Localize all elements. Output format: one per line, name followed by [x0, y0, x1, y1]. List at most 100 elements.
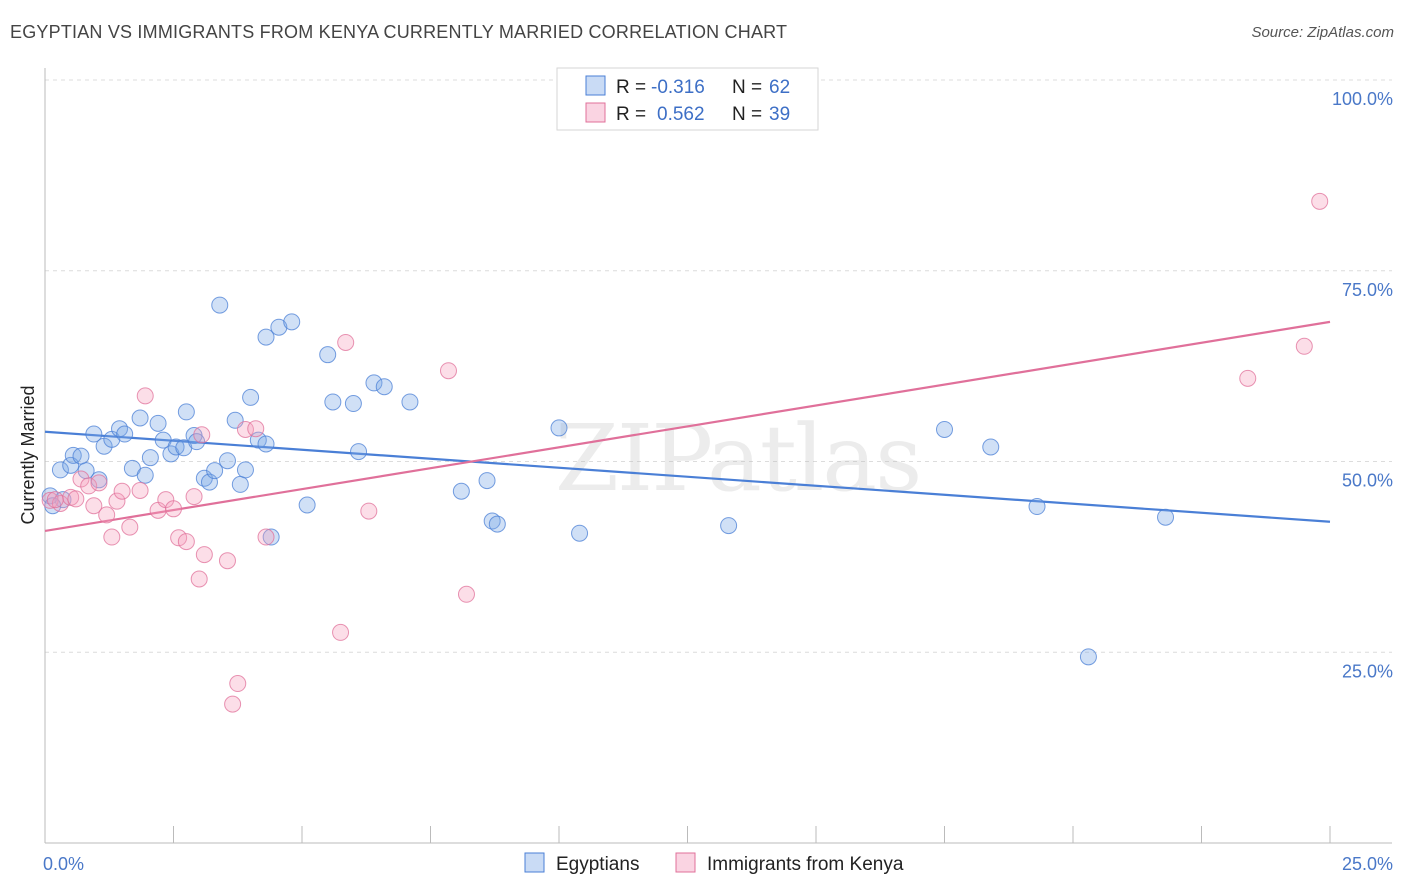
point-egyptians-14	[131, 409, 149, 427]
point-kenya-5	[80, 477, 98, 495]
point-kenya-11	[113, 482, 131, 500]
point-egyptians-44	[350, 443, 368, 461]
trend-lines	[44, 320, 1331, 533]
x-tick-labels: 0.0% 25.0%	[43, 854, 1393, 874]
point-egyptians-16	[141, 449, 159, 467]
bottom-legend-egyptians: Egyptians	[556, 854, 639, 875]
point-egyptians-48	[452, 482, 470, 500]
legend-n-value-1: 62	[769, 77, 790, 98]
point-egyptians-22	[177, 403, 195, 421]
legend-r-label-2: R =	[616, 104, 646, 125]
point-egyptians-35	[257, 435, 275, 453]
point-kenya-33	[457, 585, 475, 603]
point-kenya-13	[131, 481, 149, 499]
point-egyptians-45	[365, 374, 383, 392]
point-egyptians-42	[324, 393, 342, 411]
point-kenya-27	[247, 420, 265, 438]
point-kenya-28	[257, 528, 275, 546]
bottom-legend-swatch-egyptians	[524, 852, 545, 873]
point-kenya-32	[439, 362, 457, 380]
bottom-legend-swatch-kenya	[675, 852, 696, 873]
series-legend: Egyptians Immigrants from Kenya	[524, 852, 904, 875]
point-egyptians-56	[982, 438, 1000, 456]
point-egyptians-7	[85, 425, 103, 443]
y-tick-label-2: 75.0%	[1342, 280, 1393, 300]
source-label: Source: ZipAtlas.com	[1251, 24, 1394, 41]
point-egyptians-54	[720, 517, 738, 535]
point-egyptians-55	[936, 420, 953, 438]
point-egyptians-28	[211, 296, 229, 314]
point-kenya-10	[108, 492, 126, 510]
point-kenya-17	[165, 500, 182, 518]
point-egyptians-33	[242, 388, 260, 406]
point-egyptians-50	[483, 512, 501, 530]
point-kenya-30	[337, 333, 355, 351]
trend-line-kenya	[44, 320, 1331, 533]
point-kenya-34	[1239, 369, 1257, 387]
legend-r-value-1: -0.316	[651, 77, 705, 98]
legend-n-label-1: N =	[732, 77, 762, 98]
point-egyptians-49	[478, 472, 496, 490]
chart-title: EGYPTIAN VS IMMIGRANTS FROM KENYA CURREN…	[10, 22, 788, 42]
point-kenya-18	[170, 529, 188, 547]
point-egyptians-5	[72, 447, 90, 465]
legend-n-label-2: N =	[732, 104, 762, 125]
y-tick-label-0: 25.0%	[1342, 661, 1393, 681]
point-egyptians-31	[231, 475, 249, 493]
point-kenya-20	[185, 488, 203, 506]
point-kenya-31	[360, 502, 378, 520]
y-tick-labels: 25.0% 50.0% 75.0% 100.0%	[1332, 89, 1393, 681]
point-kenya-25	[229, 675, 247, 693]
legend-r-value-2: 0.562	[657, 104, 705, 125]
point-egyptians-39	[283, 313, 301, 331]
legend-n-value-2: 39	[769, 104, 790, 125]
point-kenya-23	[218, 552, 236, 570]
point-kenya-19	[177, 533, 195, 551]
point-kenya-24	[224, 695, 242, 713]
point-kenya-36	[1311, 192, 1329, 210]
point-kenya-35	[1295, 337, 1313, 355]
point-kenya-3	[67, 490, 85, 508]
point-egyptians-12	[116, 425, 134, 443]
point-kenya-38	[193, 426, 211, 444]
point-egyptians-27	[206, 462, 224, 480]
point-kenya-37	[46, 491, 64, 509]
point-egyptians-57	[1028, 498, 1046, 516]
grid-lines	[45, 79, 1392, 653]
point-egyptians-43	[344, 395, 362, 413]
point-egyptians-51	[488, 515, 506, 533]
legend-swatch-blue	[585, 75, 606, 96]
point-egyptians-38	[270, 318, 288, 336]
x-tick-label-0: 0.0%	[43, 854, 84, 874]
legend-swatch-pink	[585, 102, 606, 123]
point-egyptians-59	[1157, 508, 1175, 526]
x-tick-label-1: 25.0%	[1342, 854, 1393, 874]
trend-line-egyptians	[44, 430, 1331, 523]
point-egyptians-1	[51, 461, 69, 479]
point-egyptians-40	[298, 496, 316, 514]
point-egyptians-24	[188, 433, 206, 451]
point-egyptians-41	[319, 346, 337, 364]
point-egyptians-11	[111, 420, 129, 438]
y-tick-label-3: 100.0%	[1332, 89, 1393, 109]
point-egyptians-46	[375, 378, 393, 396]
point-egyptians-52	[550, 419, 568, 437]
point-kenya-8	[98, 506, 116, 524]
point-egyptians-15	[136, 466, 154, 484]
data-points	[41, 192, 1329, 713]
point-kenya-29	[332, 623, 350, 641]
y-tick-label-1: 50.0%	[1342, 471, 1393, 491]
point-egyptians-17	[149, 414, 167, 432]
point-kenya-21	[190, 570, 208, 588]
point-kenya-9	[103, 528, 121, 546]
bottom-legend-kenya: Immigrants from Kenya	[707, 854, 904, 875]
point-kenya-7	[90, 474, 108, 492]
correlation-legend: R = -0.316 N = 62 R = 0.562 N = 39	[556, 67, 819, 131]
point-kenya-0	[41, 491, 59, 509]
watermark: ZIPatlas	[555, 405, 920, 512]
point-kenya-12	[121, 518, 139, 536]
legend-r-label-1: R =	[616, 77, 646, 98]
point-kenya-6	[85, 497, 103, 515]
point-egyptians-58	[1079, 648, 1097, 666]
